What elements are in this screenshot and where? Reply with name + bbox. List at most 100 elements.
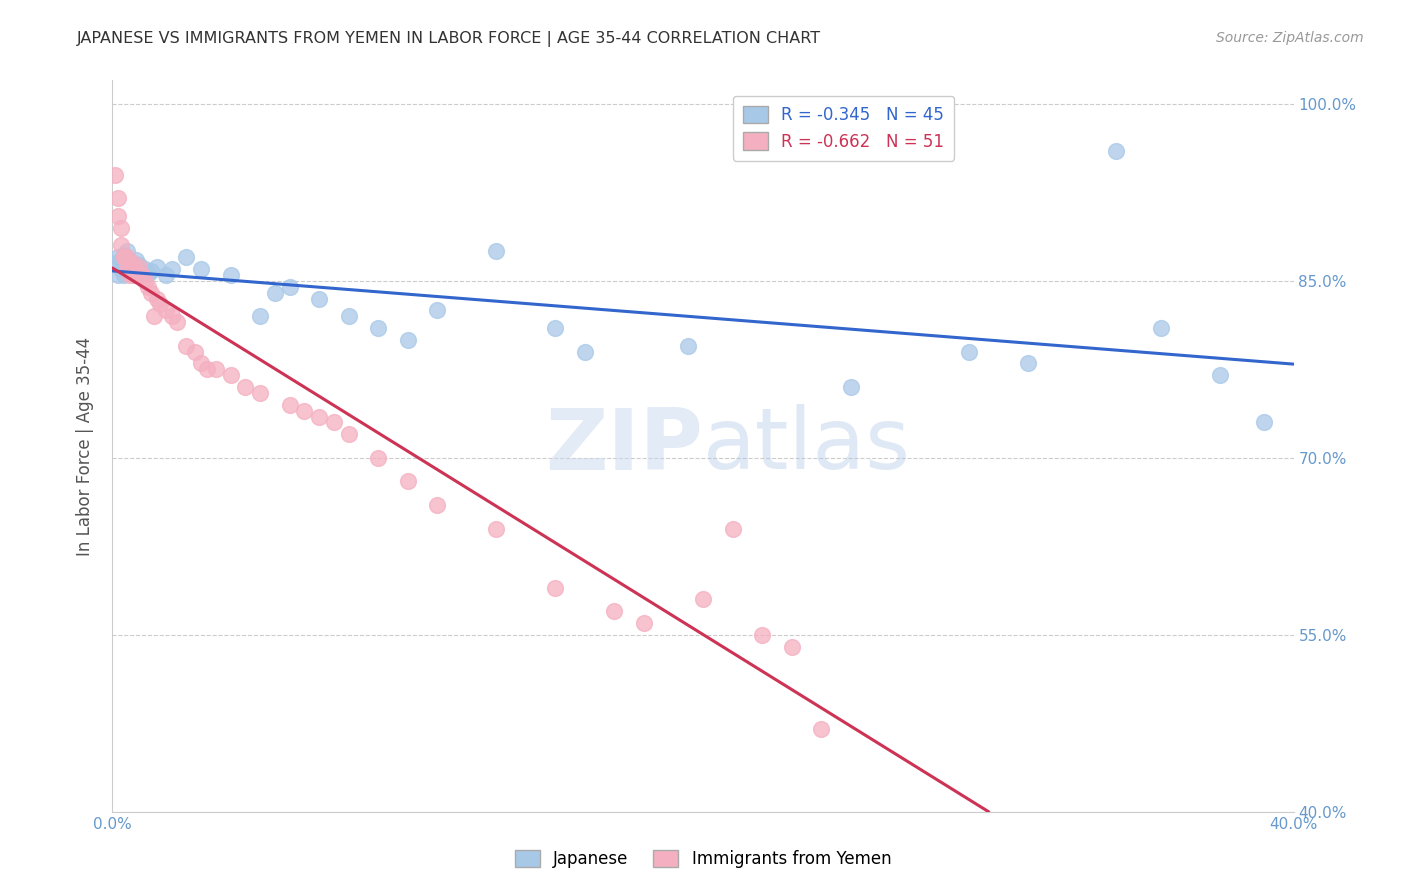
Legend: R = -0.345   N = 45, R = -0.662   N = 51: R = -0.345 N = 45, R = -0.662 N = 51 [733,96,955,161]
Point [112,248,135,262]
Point [810,722,832,736]
Point [104,168,127,182]
Point [110,220,132,235]
Point [1105,144,1128,158]
Point [205,362,228,376]
Point [278,398,301,412]
Point [110,262,132,277]
Point [160,262,183,277]
Point [1150,321,1173,335]
Point [155,303,177,318]
Point [155,268,177,282]
Point [308,292,330,306]
Point [146,292,169,306]
Point [308,409,330,424]
Point [249,310,271,324]
Point [125,252,148,267]
Point [544,321,567,335]
Point [1208,368,1232,383]
Point [120,260,142,274]
Point [104,256,127,270]
Point [107,209,129,223]
Point [678,339,700,353]
Point [190,356,212,370]
Point [117,262,138,277]
Point [721,522,744,536]
Point [367,450,389,465]
Point [112,250,135,264]
Point [110,252,132,267]
Point [139,285,162,300]
Point [957,344,980,359]
Text: Source: ZipAtlas.com: Source: ZipAtlas.com [1216,31,1364,45]
Point [264,285,287,300]
Point [120,264,142,278]
Point [603,604,626,618]
Point [128,259,150,273]
Point [337,427,360,442]
Point [839,380,862,394]
Point [485,244,508,259]
Point [117,250,138,264]
Point [190,262,212,277]
Legend: Japanese, Immigrants from Yemen: Japanese, Immigrants from Yemen [508,843,898,875]
Point [122,260,145,274]
Point [337,310,360,324]
Point [174,250,197,264]
Point [219,368,242,383]
Point [249,385,271,400]
Point [233,380,256,394]
Point [323,416,346,430]
Point [122,256,145,270]
Point [125,268,148,282]
Point [134,274,156,288]
Point [426,303,449,318]
Point [107,250,129,264]
Point [139,264,162,278]
Point [396,475,419,489]
Point [146,260,169,274]
Point [160,310,183,324]
Point [367,321,389,335]
Text: JAPANESE VS IMMIGRANTS FROM YEMEN IN LABOR FORCE | AGE 35-44 CORRELATION CHART: JAPANESE VS IMMIGRANTS FROM YEMEN IN LAB… [77,31,821,47]
Point [112,268,135,282]
Y-axis label: In Labor Force | Age 35-44: In Labor Force | Age 35-44 [76,336,94,556]
Point [292,403,315,417]
Point [149,297,172,311]
Point [131,268,153,282]
Point [184,344,207,359]
Point [1253,416,1275,430]
Text: atlas: atlas [703,404,911,488]
Point [117,244,138,259]
Point [195,362,218,376]
Point [120,262,142,277]
Point [136,267,159,281]
Point [131,264,153,278]
Text: ZIP: ZIP [546,404,703,488]
Point [278,279,301,293]
Point [219,268,242,282]
Point [166,315,188,329]
Point [633,615,655,630]
Point [128,260,150,274]
Point [120,268,142,282]
Point [1017,356,1039,370]
Point [122,268,145,282]
Point [396,333,419,347]
Point [426,498,449,512]
Point [107,191,129,205]
Point [112,250,135,264]
Point [117,260,138,274]
Point [142,310,165,324]
Point [544,581,567,595]
Point [485,522,508,536]
Point [692,592,714,607]
Point [122,256,145,270]
Point [107,268,129,282]
Point [780,640,803,654]
Point [110,238,132,252]
Point [134,262,156,277]
Point [751,628,773,642]
Point [174,339,197,353]
Point [125,264,148,278]
